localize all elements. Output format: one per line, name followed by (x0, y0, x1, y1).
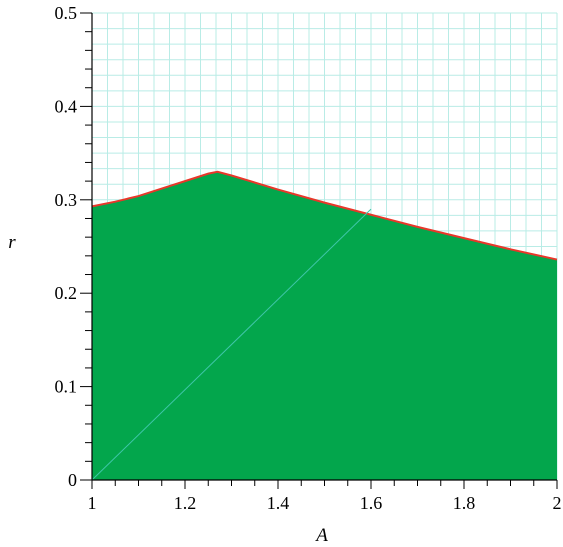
x-tick-label: 1.4 (267, 493, 290, 513)
y-tick-label: 0.5 (55, 3, 78, 23)
feasible-region-area (92, 171, 557, 480)
x-axis-title: A (314, 525, 328, 546)
y-axis-title: r (8, 232, 16, 253)
x-tick-label: 2 (553, 493, 562, 513)
y-tick-label: 0 (68, 470, 77, 490)
y-tick-label: 0.1 (55, 377, 78, 397)
y-tick-label: 0.4 (55, 96, 78, 116)
diagonal-line (91, 208, 372, 481)
x-tick-label: 1.2 (174, 493, 197, 513)
x-tick-label: 1 (88, 493, 97, 513)
x-axis-ticks: 1 1.2 1.4 1.6 1.8 2 (88, 480, 562, 513)
y-tick-label: 0.3 (55, 190, 78, 210)
x-tick-label: 1.6 (360, 493, 383, 513)
y-tick-label: 0.2 (55, 283, 78, 303)
x-tick-label: 1.8 (453, 493, 476, 513)
y-axis-ticks: 0 0.1 0.2 0.3 0.4 0.5 (55, 3, 92, 490)
boundary-curve (91, 170, 558, 261)
